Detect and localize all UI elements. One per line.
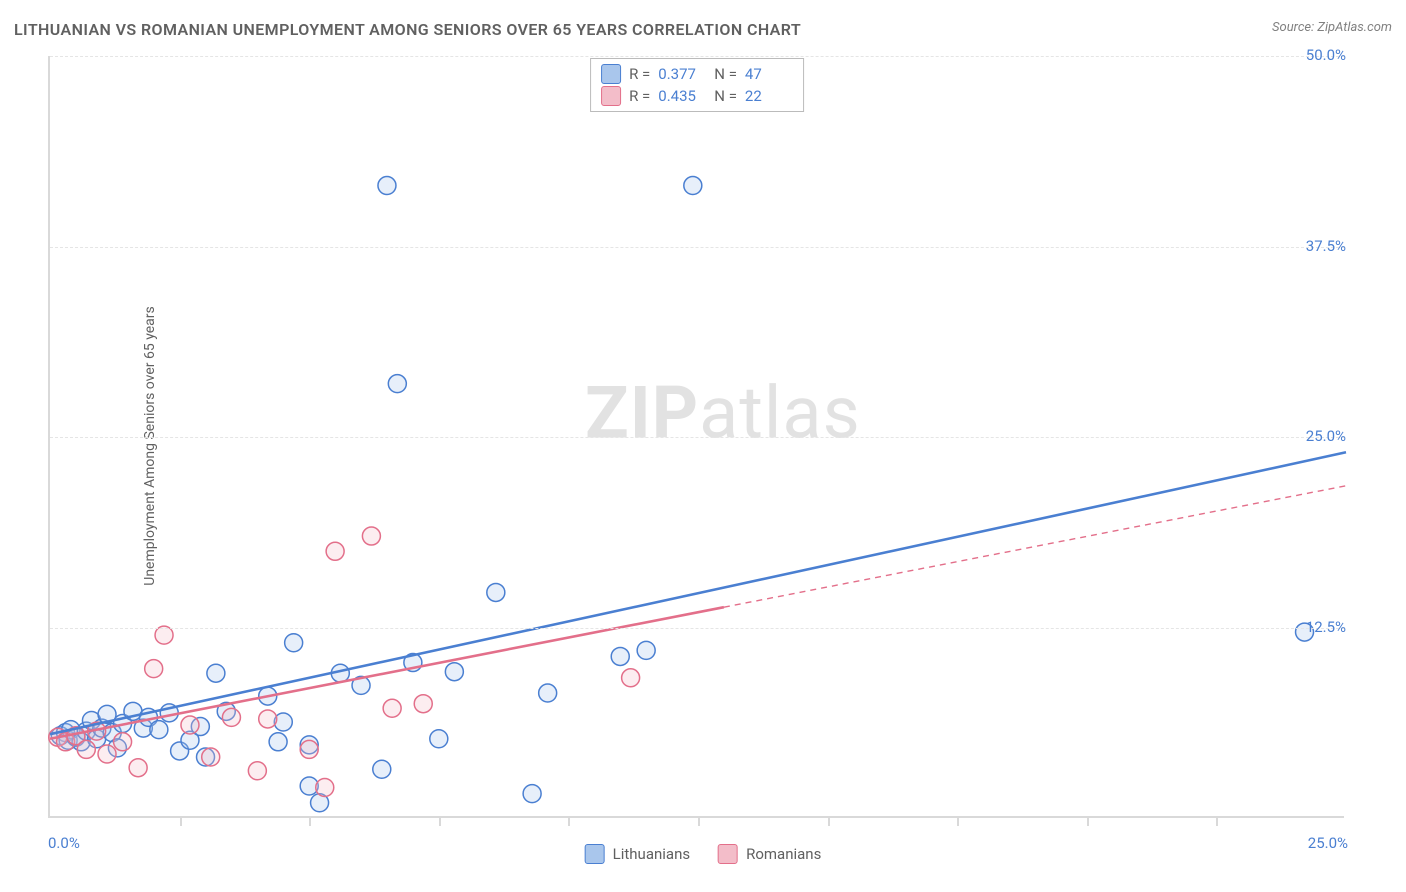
trendline-dashed-romanians xyxy=(724,486,1346,607)
data-point-romanians xyxy=(316,779,334,797)
legend-swatch xyxy=(585,844,605,864)
data-point-romanians xyxy=(383,699,401,717)
legend-swatch xyxy=(601,86,621,106)
data-point-romanians xyxy=(77,740,95,758)
data-point-romanians xyxy=(129,759,147,777)
data-point-romanians xyxy=(181,716,199,734)
data-point-romanians xyxy=(248,762,266,780)
data-point-lithuanians xyxy=(637,641,655,659)
data-point-lithuanians xyxy=(539,684,557,702)
data-point-lithuanians xyxy=(150,721,168,739)
series-legend-lithuanians: Lithuanians xyxy=(585,844,690,864)
data-point-romanians xyxy=(259,710,277,728)
legend-label: Romanians xyxy=(746,845,821,863)
y-tick-label: 25.0% xyxy=(1306,427,1346,445)
correlation-legend: R = 0.377 N = 47 R = 0.435 N = 22 xyxy=(590,58,804,112)
gridline xyxy=(50,437,1344,438)
plot-area: ZIPatlas R =0.377N =47R =0.435N =22 xyxy=(48,56,1344,818)
legend-row-romanians: R = 0.435 N = 22 xyxy=(601,85,793,107)
gridline xyxy=(50,56,1344,57)
x-tick xyxy=(1087,816,1089,826)
gridline xyxy=(50,628,1344,629)
x-tick xyxy=(180,816,182,826)
legend-swatch xyxy=(601,64,621,84)
x-tick xyxy=(309,816,311,826)
data-point-romanians xyxy=(155,626,173,644)
data-point-romanians xyxy=(98,745,116,763)
r-value: 0.377 xyxy=(658,65,706,83)
data-point-lithuanians xyxy=(684,177,702,195)
data-point-romanians xyxy=(145,660,163,678)
trendline-lithuanians xyxy=(50,452,1346,734)
data-point-romanians xyxy=(202,748,220,766)
series-legend-romanians: Romanians xyxy=(718,844,821,864)
x-tick xyxy=(957,816,959,826)
data-point-romanians xyxy=(414,695,432,713)
data-point-lithuanians xyxy=(373,760,391,778)
scatter-chart xyxy=(50,56,1344,816)
gridline xyxy=(50,247,1344,248)
n-label: N = xyxy=(714,65,737,83)
data-point-lithuanians xyxy=(523,785,541,803)
chart-title: LITHUANIAN VS ROMANIAN UNEMPLOYMENT AMON… xyxy=(14,20,801,39)
legend-row-lithuanians: R = 0.377 N = 47 xyxy=(601,63,793,85)
x-tick xyxy=(698,816,700,826)
x-tick xyxy=(1216,816,1218,826)
legend-swatch xyxy=(718,844,738,864)
data-point-lithuanians xyxy=(611,647,629,665)
n-label: N = xyxy=(714,87,737,105)
r-label: R = xyxy=(629,87,650,105)
r-value: 0.435 xyxy=(658,87,706,105)
data-point-lithuanians xyxy=(388,375,406,393)
legend-label: Lithuanians xyxy=(613,845,690,863)
data-point-romanians xyxy=(300,740,318,758)
data-point-romanians xyxy=(114,733,132,751)
data-point-lithuanians xyxy=(285,634,303,652)
x-tick xyxy=(828,816,830,826)
y-tick-label: 12.5% xyxy=(1306,618,1346,636)
y-tick-label: 37.5% xyxy=(1306,237,1346,255)
x-tick xyxy=(439,816,441,826)
x-axis-max: 25.0% xyxy=(1308,834,1348,852)
data-point-lithuanians xyxy=(207,664,225,682)
series-legend: Lithuanians Romanians xyxy=(585,844,822,864)
y-tick-label: 50.0% xyxy=(1306,46,1346,64)
x-tick xyxy=(568,816,570,826)
data-point-romanians xyxy=(362,527,380,545)
n-value: 22 xyxy=(745,87,793,105)
data-point-lithuanians xyxy=(378,177,396,195)
r-label: R = xyxy=(629,65,650,83)
data-point-lithuanians xyxy=(430,730,448,748)
data-point-lithuanians xyxy=(487,583,505,601)
data-point-romanians xyxy=(622,669,640,687)
n-value: 47 xyxy=(745,65,793,83)
data-point-lithuanians xyxy=(445,663,463,681)
data-point-lithuanians xyxy=(269,733,287,751)
x-axis-min: 0.0% xyxy=(48,834,80,852)
source-attribution: Source: ZipAtlas.com xyxy=(1272,20,1392,35)
data-point-romanians xyxy=(222,708,240,726)
data-point-romanians xyxy=(326,542,344,560)
